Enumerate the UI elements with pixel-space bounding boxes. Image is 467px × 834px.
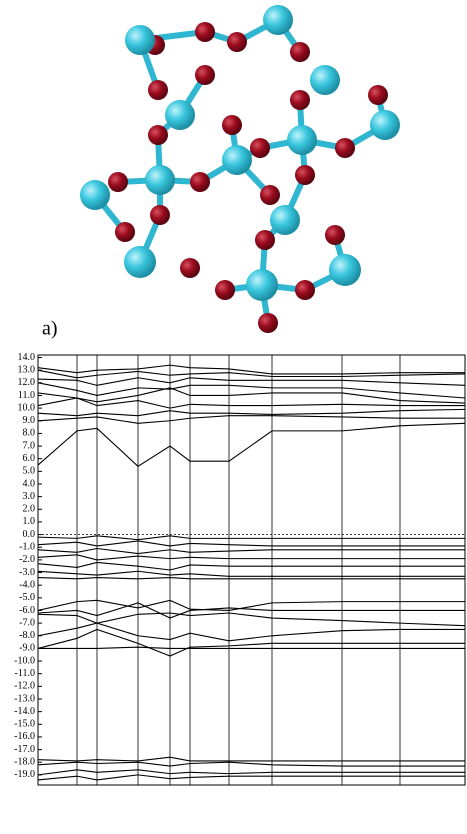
y-tick-label: -12.0 xyxy=(14,681,35,692)
band xyxy=(37,570,465,577)
band xyxy=(37,387,466,404)
y-tick-label: 8.0 xyxy=(23,428,36,439)
band xyxy=(37,547,465,555)
band xyxy=(37,369,466,379)
band xyxy=(37,599,465,612)
band-structure-plot: 14.013.0 12.0 11.010.0 9.0 8.07.0 6.0 5.04.0 3.… xyxy=(14,352,466,786)
band xyxy=(37,422,466,467)
y-tick-label: -11.0 xyxy=(15,668,35,679)
y-tick-label: 3.0 xyxy=(23,491,36,502)
y-tick-label: 14.0 xyxy=(18,352,36,363)
y-tick-label: 7.0 xyxy=(23,440,36,451)
y-tick-label: -1.0 xyxy=(19,542,35,553)
y-tick-label: 2.0 xyxy=(23,504,36,515)
y-tick-label: 5.0 xyxy=(23,466,36,477)
plot-frame xyxy=(37,354,466,786)
band xyxy=(37,408,466,417)
y-tick-label: -7.0 xyxy=(19,617,35,628)
y-tick-label: -9.0 xyxy=(19,643,35,654)
band xyxy=(37,397,465,409)
y-tick-label: -5.0 xyxy=(19,592,35,603)
y-tick-label: -8.0 xyxy=(19,630,35,641)
band xyxy=(37,554,465,561)
y-tick-label: -16.0 xyxy=(14,731,35,742)
y-tick-label: 6.0 xyxy=(23,453,36,464)
y-tick-label: -2.0 xyxy=(19,554,35,565)
y-tick-label: 1.0 xyxy=(23,516,36,527)
y-tick-label: -18.0 xyxy=(14,757,35,768)
band xyxy=(37,535,465,541)
y-tick-label: 13.0 xyxy=(18,364,36,375)
band xyxy=(37,756,465,762)
band xyxy=(37,628,465,657)
band xyxy=(37,612,466,627)
y-tick-label: -13.0 xyxy=(14,693,35,704)
y-tick-label: -6.0 xyxy=(19,605,35,616)
band xyxy=(38,646,465,649)
band xyxy=(37,364,465,375)
band xyxy=(37,577,465,580)
y-tick-label: -19.0 xyxy=(14,769,35,780)
y-tick-label: -15.0 xyxy=(14,719,35,730)
y-tick-label: -10.0 xyxy=(14,655,35,666)
band xyxy=(37,761,465,767)
band xyxy=(37,415,465,424)
y-tick-label: 0.0 xyxy=(23,529,36,540)
y-tick-label: 12.0 xyxy=(18,377,36,388)
oxygen-atoms xyxy=(108,22,388,333)
y-tick-label: 10.0 xyxy=(18,402,36,413)
band xyxy=(37,602,465,619)
band xyxy=(37,622,465,642)
y-tick-label: -3.0 xyxy=(19,567,35,578)
band xyxy=(37,377,466,386)
band xyxy=(37,540,465,547)
y-tick-label: -4.0 xyxy=(19,579,35,590)
y-tick-label: 11.0 xyxy=(18,390,35,401)
band xyxy=(37,769,465,776)
y-tick-label: -17.0 xyxy=(14,744,35,755)
band xyxy=(37,561,465,571)
band xyxy=(37,774,465,781)
y-tick-label: 9.0 xyxy=(23,415,36,426)
band xyxy=(37,382,466,399)
y-tick-label: -14.0 xyxy=(14,706,35,717)
y-tick-label: 4.0 xyxy=(23,478,36,489)
silicon-atoms xyxy=(80,5,400,301)
molecule-structure xyxy=(80,5,400,333)
panel-label: a) xyxy=(42,318,58,340)
